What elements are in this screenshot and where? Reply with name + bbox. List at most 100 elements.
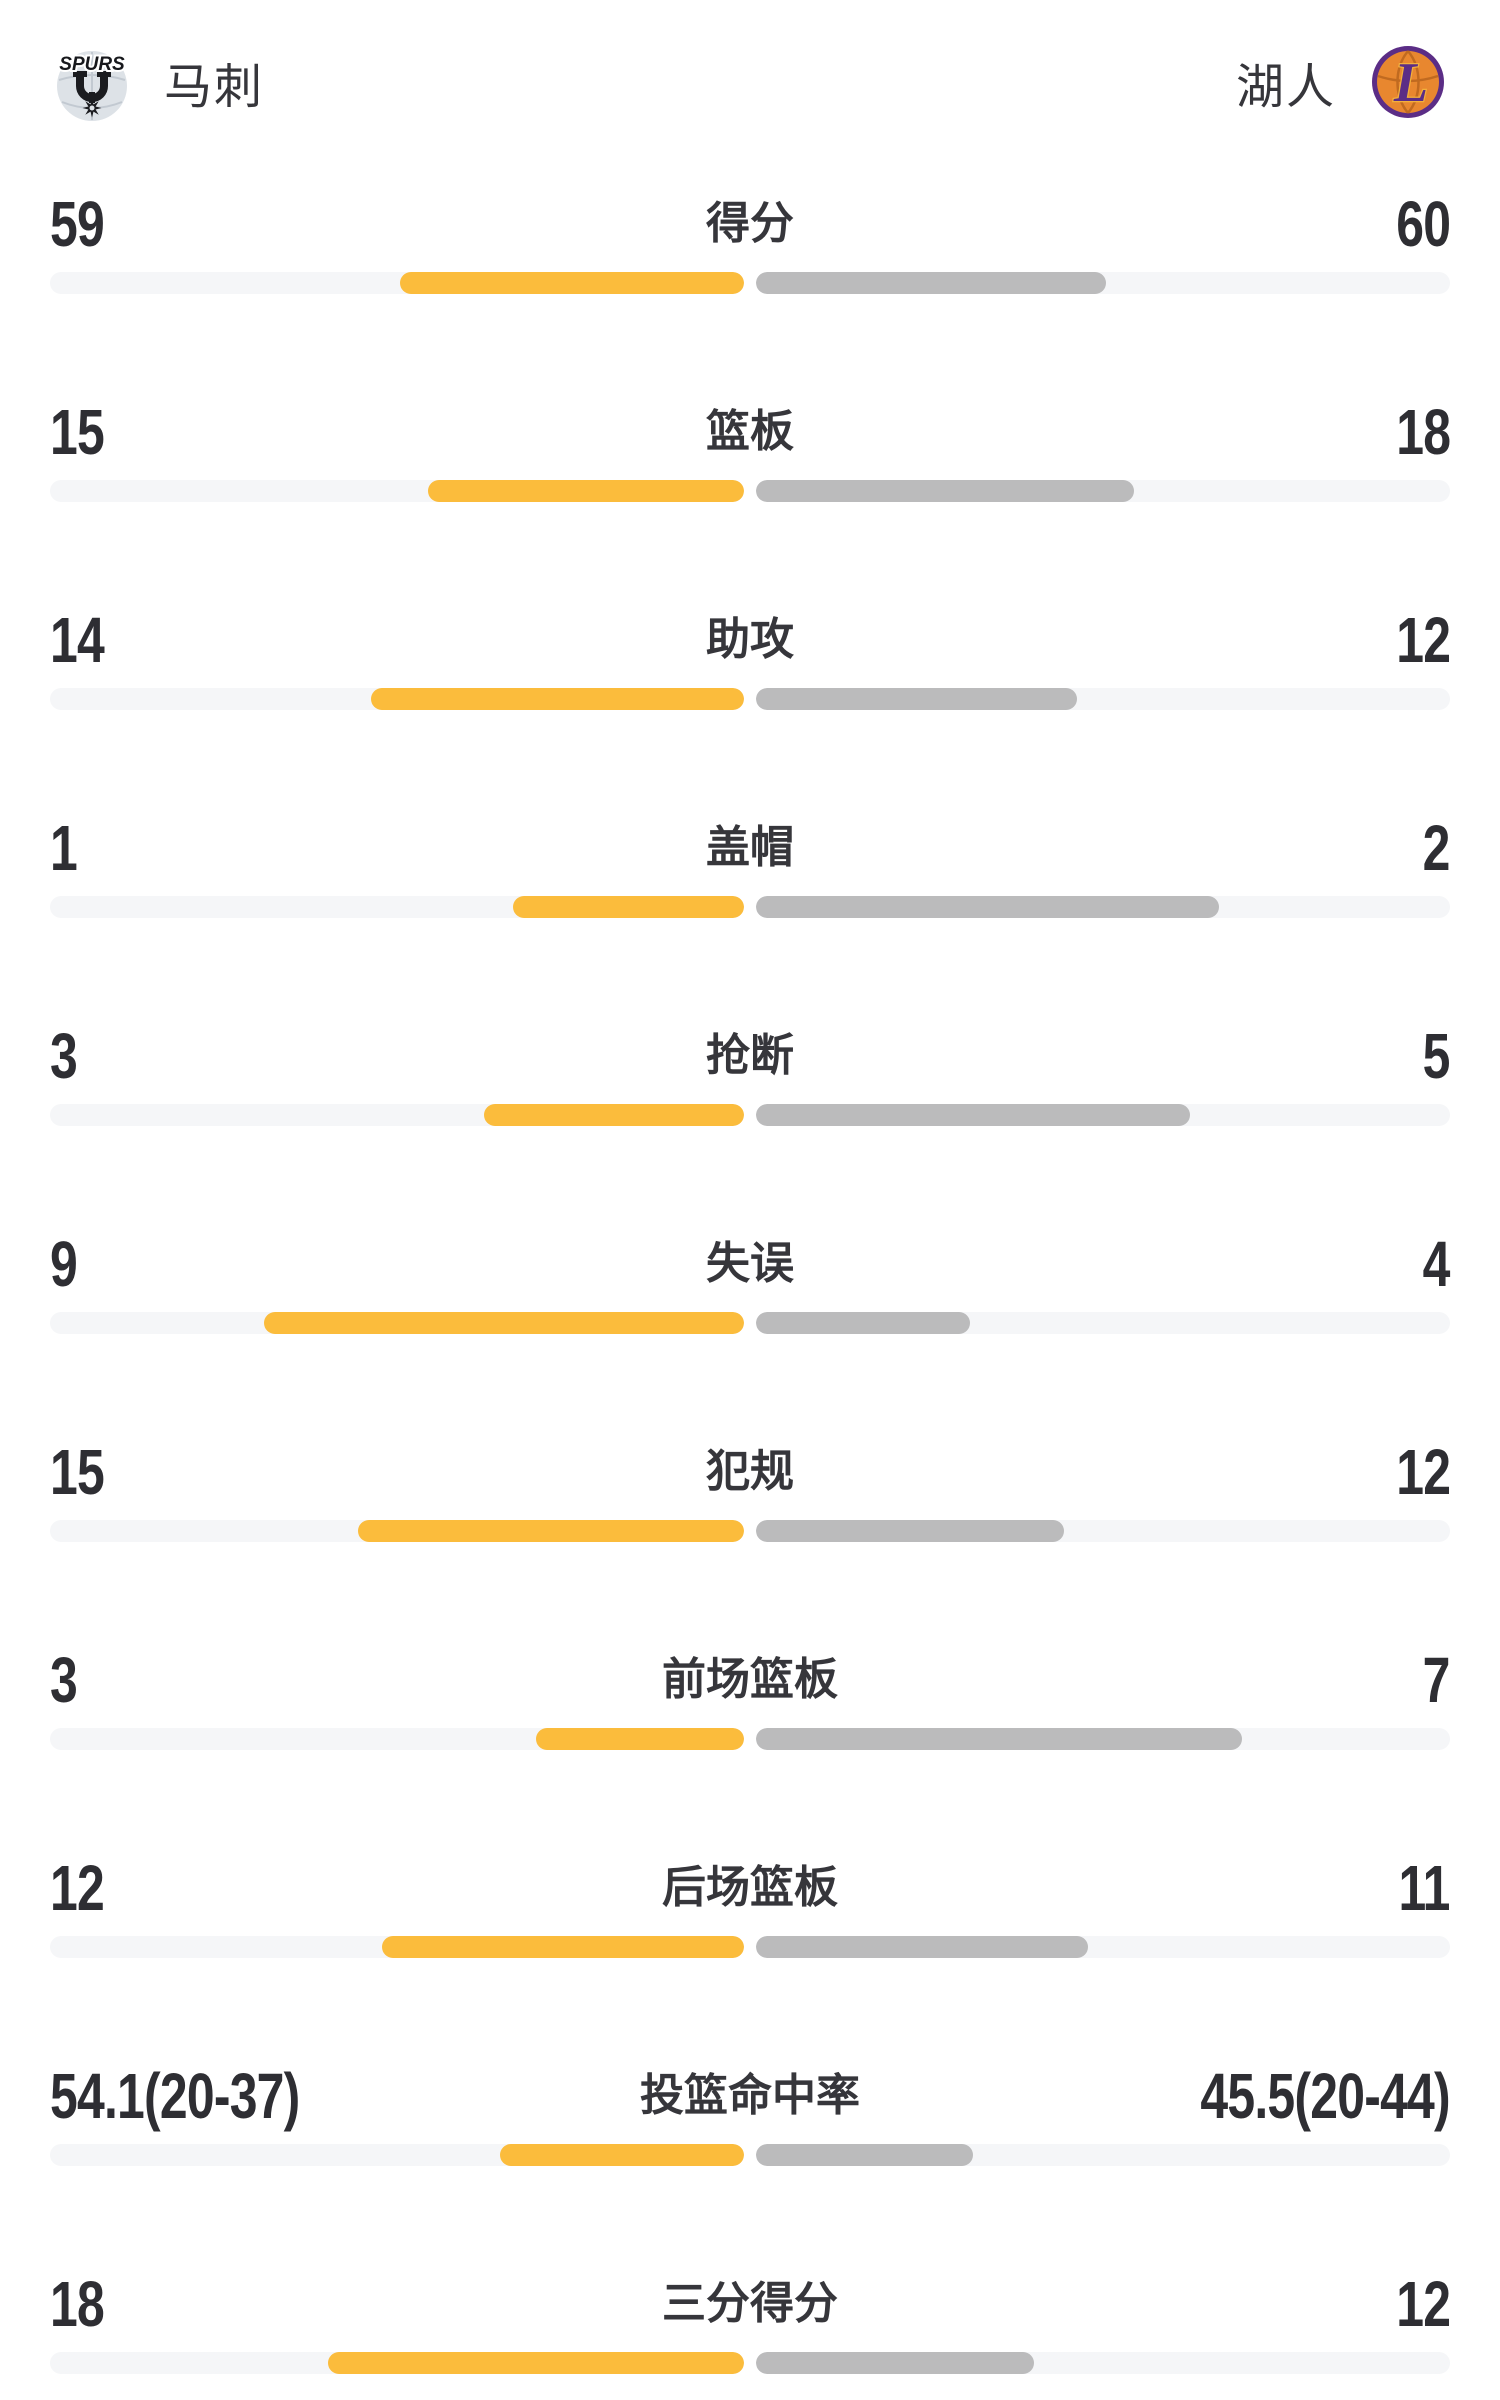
- right-bar-fill: [756, 1520, 1065, 1542]
- right-team-value: 7: [1423, 1644, 1451, 1716]
- stat-label: 后场篮板: [662, 1863, 838, 1912]
- team-right-name: 湖人: [1235, 61, 1336, 114]
- right-bar-fill: [756, 688, 1077, 710]
- left-bar-fill: [263, 1312, 744, 1334]
- left-bar-fill: [500, 2144, 744, 2166]
- right-bar-fill: [756, 896, 1219, 918]
- stat-row: 15 犯规 12: [50, 1432, 1451, 1592]
- stat-row: 3 前场篮板 7: [50, 1640, 1451, 1800]
- svg-text:SPURS: SPURS: [59, 54, 125, 75]
- right-team-value: 12: [1396, 604, 1451, 676]
- right-team-value: 2: [1423, 812, 1451, 884]
- stat-text-line: 12 后场篮板 11: [50, 1848, 1451, 1928]
- stat-bars: [50, 1104, 1450, 1126]
- stat-label: 助攻: [706, 615, 794, 664]
- stat-label: 三分得分: [662, 2279, 838, 2328]
- team-right[interactable]: 湖人 L: [1236, 40, 1450, 124]
- right-team-value: 12: [1396, 1436, 1451, 1508]
- left-bar-track: [50, 688, 744, 710]
- left-team-value: 3: [50, 1020, 78, 1092]
- right-team-value: 45.5(20-44): [1200, 2060, 1450, 2132]
- right-bar-fill: [756, 1312, 970, 1334]
- left-team-value: 59: [50, 188, 105, 260]
- right-bar-fill: [756, 1728, 1242, 1750]
- stat-bars: [50, 1936, 1450, 1958]
- stat-bars: [50, 2144, 1450, 2166]
- right-bar-track: [756, 1520, 1450, 1542]
- stat-text-line: 54.1(20-37) 投篮命中率 45.5(20-44): [50, 2056, 1451, 2136]
- stat-label: 得分: [706, 199, 794, 248]
- left-bar-track: [50, 2144, 744, 2166]
- stat-row: 18 三分得分 12: [50, 2264, 1451, 2400]
- left-team-value: 54.1(20-37): [50, 2060, 300, 2132]
- stat-label: 前场篮板: [662, 1655, 838, 1704]
- team-left-name: 马刺: [164, 61, 265, 114]
- left-bar-track: [50, 1936, 744, 1958]
- left-bar-track: [50, 480, 744, 502]
- left-bar-fill: [535, 1728, 744, 1750]
- stat-bars: [50, 272, 1450, 294]
- stat-bars: [50, 1312, 1450, 1334]
- left-team-value: 15: [50, 1436, 105, 1508]
- stat-text-line: 15 篮板 18: [50, 392, 1451, 472]
- left-bar-fill: [327, 2352, 744, 2374]
- right-bar-track: [756, 1312, 1450, 1334]
- left-bar-fill: [483, 1104, 744, 1126]
- stat-bars: [50, 2352, 1450, 2374]
- stat-row: 14 助攻 12: [50, 600, 1451, 760]
- right-bar-track: [756, 688, 1450, 710]
- stat-row: 15 篮板 18: [50, 392, 1451, 552]
- left-bar-fill: [428, 480, 744, 502]
- right-bar-fill: [756, 2352, 1034, 2374]
- left-bar-track: [50, 1520, 744, 1542]
- right-team-value: 11: [1398, 1852, 1451, 1924]
- right-bar-fill: [756, 272, 1106, 294]
- stat-text-line: 18 三分得分 12: [50, 2264, 1451, 2344]
- stat-text-line: 59 得分 60: [50, 184, 1451, 264]
- stat-row: 54.1(20-37) 投篮命中率 45.5(20-44): [50, 2056, 1451, 2216]
- left-team-value: 12: [50, 1852, 105, 1924]
- left-bar-fill: [399, 272, 744, 294]
- left-bar-fill: [370, 688, 744, 710]
- left-bar-track: [50, 272, 744, 294]
- stat-text-line: 14 助攻 12: [50, 600, 1451, 680]
- right-bar-track: [756, 1936, 1450, 1958]
- right-bar-fill: [756, 1936, 1088, 1958]
- stat-label: 犯规: [706, 1447, 794, 1496]
- right-bar-track: [756, 896, 1450, 918]
- stat-label: 失误: [706, 1239, 794, 1288]
- stat-bars: [50, 1520, 1450, 1542]
- stat-bars: [50, 688, 1450, 710]
- lakers-logo-icon: L: [1372, 46, 1444, 118]
- left-team-value: 3: [50, 1644, 78, 1716]
- stats-rows: 59 得分 60 15 篮板 18: [0, 184, 1500, 2400]
- stat-row: 12 后场篮板 11: [50, 1848, 1451, 2008]
- left-team-value: 14: [50, 604, 105, 676]
- right-team-value: 12: [1396, 2268, 1451, 2340]
- stat-text-line: 15 犯规 12: [50, 1432, 1451, 1512]
- right-team-value: 4: [1423, 1228, 1451, 1300]
- stat-label: 盖帽: [706, 823, 794, 872]
- left-bar-fill: [381, 1936, 744, 1958]
- team-left[interactable]: SPURS 马刺: [50, 40, 264, 124]
- right-bar-track: [756, 1728, 1450, 1750]
- stat-row: 59 得分 60: [50, 184, 1451, 344]
- stat-label: 投篮命中率: [640, 2071, 860, 2120]
- stat-bars: [50, 1728, 1450, 1750]
- left-bar-track: [50, 1104, 744, 1126]
- stat-label: 篮板: [706, 407, 794, 456]
- stat-text-line: 3 抢断 5: [50, 1016, 1451, 1096]
- stat-row: 1 盖帽 2: [50, 808, 1451, 968]
- right-bar-track: [756, 2144, 1450, 2166]
- right-bar-track: [756, 272, 1450, 294]
- stat-row: 3 抢断 5: [50, 1016, 1451, 1176]
- left-bar-track: [50, 2352, 744, 2374]
- left-bar-track: [50, 1728, 744, 1750]
- left-bar-track: [50, 896, 744, 918]
- right-bar-fill: [756, 1104, 1190, 1126]
- left-bar-fill: [358, 1520, 744, 1542]
- spurs-logo-icon: SPURS: [57, 51, 127, 121]
- stat-bars: [50, 896, 1450, 918]
- left-bar-fill: [512, 896, 744, 918]
